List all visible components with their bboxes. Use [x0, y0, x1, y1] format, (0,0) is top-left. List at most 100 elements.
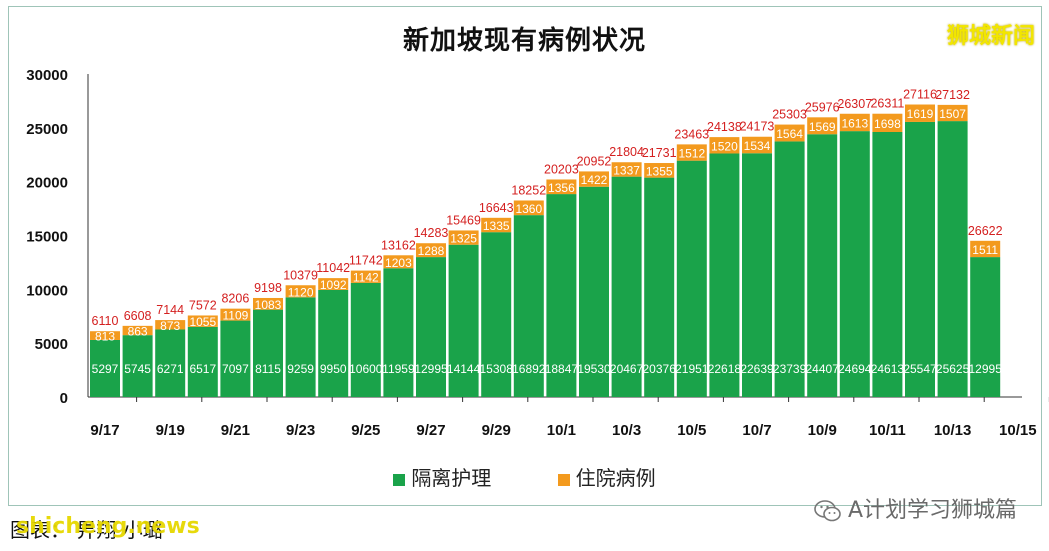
bar-hospital — [220, 308, 251, 321]
bar-hospital — [774, 124, 805, 142]
data-label-hospital: 1511 — [972, 243, 998, 257]
bar-hospital — [676, 144, 707, 161]
x-tick-label: 10/5 — [677, 422, 706, 439]
data-label-hospital: 1288 — [418, 244, 445, 258]
bar-hospital — [253, 297, 283, 310]
data-label-total: 25976 — [805, 100, 840, 114]
data-label-isolation: 5297 — [92, 362, 119, 376]
bar-isolation — [905, 121, 935, 397]
bar-isolation — [839, 131, 870, 397]
data-label-total: 25303 — [772, 108, 807, 122]
data-label-hospital: 813 — [95, 330, 115, 344]
data-label-isolation: 22639 — [740, 362, 774, 376]
data-label-isolation: 9259 — [287, 362, 314, 376]
data-label-isolation: 24407 — [806, 362, 840, 376]
data-label-total: 20952 — [577, 154, 612, 168]
bar-hospital — [742, 136, 772, 154]
data-label-total: 21731 — [642, 146, 677, 160]
bar-hospital — [513, 200, 544, 216]
legend-swatch-orange — [557, 473, 570, 486]
bar-isolation — [644, 177, 675, 397]
data-label-isolation: 16892 — [512, 362, 546, 376]
data-label-total: 23463 — [674, 127, 709, 141]
data-label-hospital: 1520 — [711, 139, 738, 153]
bar-hospital — [839, 113, 870, 132]
bar-hospital — [318, 278, 349, 290]
data-label-hospital: 1564 — [776, 127, 803, 141]
data-label-total: 27132 — [935, 88, 970, 102]
data-label-isolation: 21951 — [675, 362, 709, 376]
bar-isolation — [253, 309, 283, 397]
data-label-hospital: 1120 — [288, 285, 314, 299]
y-tick-label: 15000 — [26, 229, 68, 246]
bar-hospital — [187, 315, 218, 327]
x-tick-label: 10/1 — [547, 422, 576, 439]
data-label-total: 27116 — [903, 88, 937, 102]
chart-title: 新加坡现有病例状况 — [402, 26, 646, 56]
bar-isolation — [937, 121, 968, 398]
bar-hospital — [644, 163, 675, 178]
x-tick-label: 9/23 — [286, 422, 315, 439]
bar-isolation — [448, 244, 479, 397]
y-tick-label: 0 — [60, 390, 68, 407]
x-tick-label: 10/3 — [612, 422, 641, 439]
x-tick-label: 9/21 — [221, 422, 250, 439]
bar-hospital — [611, 162, 642, 177]
data-label-isolation: 23739 — [773, 362, 807, 376]
bar-hospital — [155, 320, 186, 330]
data-label-total: 9198 — [254, 281, 282, 295]
data-label-isolation: 19530 — [577, 362, 611, 376]
legend-swatch-green — [393, 473, 406, 486]
data-label-hospital: 1619 — [907, 107, 934, 121]
bar-hospital — [285, 285, 316, 298]
bar-isolation — [579, 186, 609, 397]
data-label-hospital: 1613 — [841, 116, 868, 130]
bar-isolation — [742, 153, 772, 397]
data-label-isolation: 8115 — [255, 362, 281, 376]
data-label-isolation: 24694 — [838, 362, 872, 376]
source-note: 图表： 畀翔 小璐 — [10, 518, 163, 542]
bar-isolation — [481, 232, 512, 397]
data-label-hospital: 1109 — [222, 309, 248, 323]
data-label-isolation: 20376 — [643, 362, 677, 376]
y-tick-label: 20000 — [26, 175, 68, 192]
data-label-total: 18252 — [511, 183, 546, 197]
x-tick-label: 10/11 — [869, 422, 906, 439]
data-label-isolation: 7097 — [222, 362, 249, 376]
x-tick-label: 9/17 — [90, 422, 119, 439]
data-label-hospital: 1325 — [450, 232, 477, 246]
bar-hospital — [350, 270, 381, 283]
data-label-total: 6110 — [92, 314, 119, 328]
bar-hospital — [481, 217, 512, 233]
bar-isolation — [220, 320, 251, 397]
bar-isolation — [546, 194, 577, 397]
data-label-hospital: 1512 — [678, 147, 705, 161]
data-label-isolation: 20467 — [610, 362, 644, 376]
bar-hospital — [416, 243, 446, 258]
bar-isolation — [970, 257, 1001, 397]
data-label-total: 8206 — [221, 292, 249, 306]
data-label-hospital: 1092 — [320, 278, 347, 292]
data-label-isolation: 22618 — [708, 362, 742, 376]
bar-isolation — [676, 160, 707, 397]
bar-isolation — [611, 176, 642, 397]
legend: 隔离护理 住院病例 — [0, 462, 1049, 491]
data-label-hospital: 1422 — [581, 173, 608, 187]
bar-isolation — [285, 297, 316, 397]
bar-isolation — [155, 329, 186, 397]
x-tick-label: 10/9 — [808, 422, 837, 439]
data-label-hospital: 1083 — [255, 298, 282, 312]
wechat-icon — [814, 500, 841, 522]
data-label-total: 10379 — [283, 268, 318, 282]
bar-isolation — [416, 257, 446, 397]
data-label-hospital: 1335 — [483, 219, 510, 233]
data-label-total: 26311 — [870, 97, 904, 111]
data-label-total: 7572 — [189, 298, 217, 312]
data-label-hospital: 1355 — [646, 164, 673, 178]
x-tick-label: 9/19 — [156, 422, 185, 439]
data-label-total: 11742 — [349, 254, 383, 268]
data-label-isolation: 11959 — [382, 362, 415, 376]
bar-hospital — [383, 255, 414, 269]
legend-item-hospital: 住院病例 — [557, 462, 656, 491]
data-label-isolation: 25547 — [903, 362, 937, 376]
